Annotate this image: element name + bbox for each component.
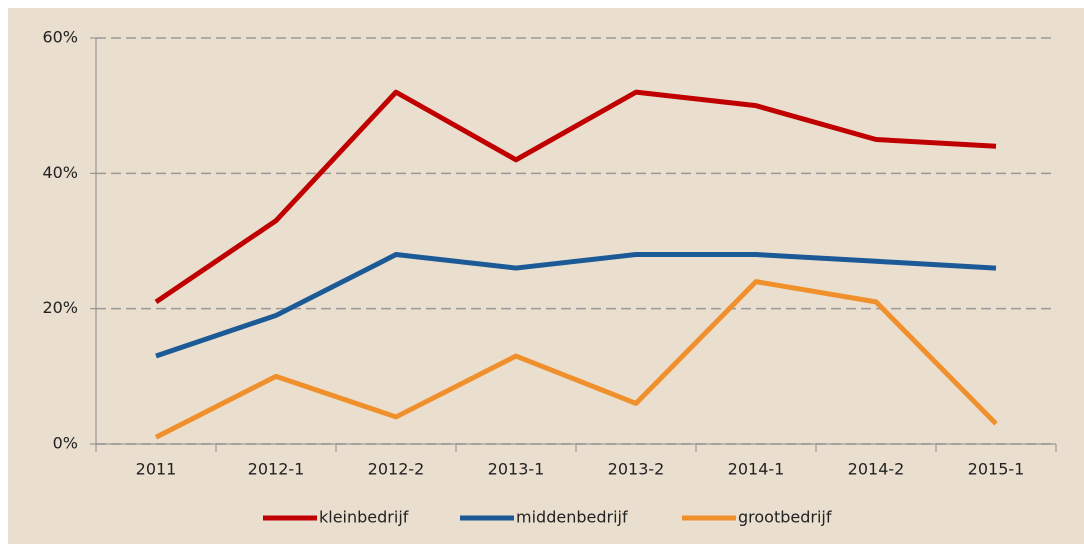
- series-line: [154, 89, 997, 304]
- x-tick-label: 2012-2: [368, 460, 425, 479]
- x-tick-label: 2014-2: [848, 460, 905, 479]
- y-tick-label: 40%: [42, 163, 78, 182]
- legend-label: middenbedrijf: [516, 508, 628, 527]
- x-tick-label: 2011: [136, 460, 177, 479]
- series-line: [154, 279, 998, 440]
- series-line: [155, 252, 997, 359]
- y-tick-label: 20%: [42, 298, 78, 317]
- y-tick-label: 60%: [42, 28, 78, 47]
- legend-label: grootbedrijf: [738, 508, 832, 527]
- x-tick-label: 2013-2: [608, 460, 665, 479]
- x-tick-label: 2014-1: [728, 460, 785, 479]
- legend-label: kleinbedrijf: [319, 508, 409, 527]
- y-tick-label: 0%: [53, 434, 78, 453]
- x-tick-label: 2015-1: [968, 460, 1025, 479]
- x-tick-label: 2012-1: [248, 460, 305, 479]
- chart-background: [8, 8, 1084, 544]
- x-tick-label: 2013-1: [488, 460, 545, 479]
